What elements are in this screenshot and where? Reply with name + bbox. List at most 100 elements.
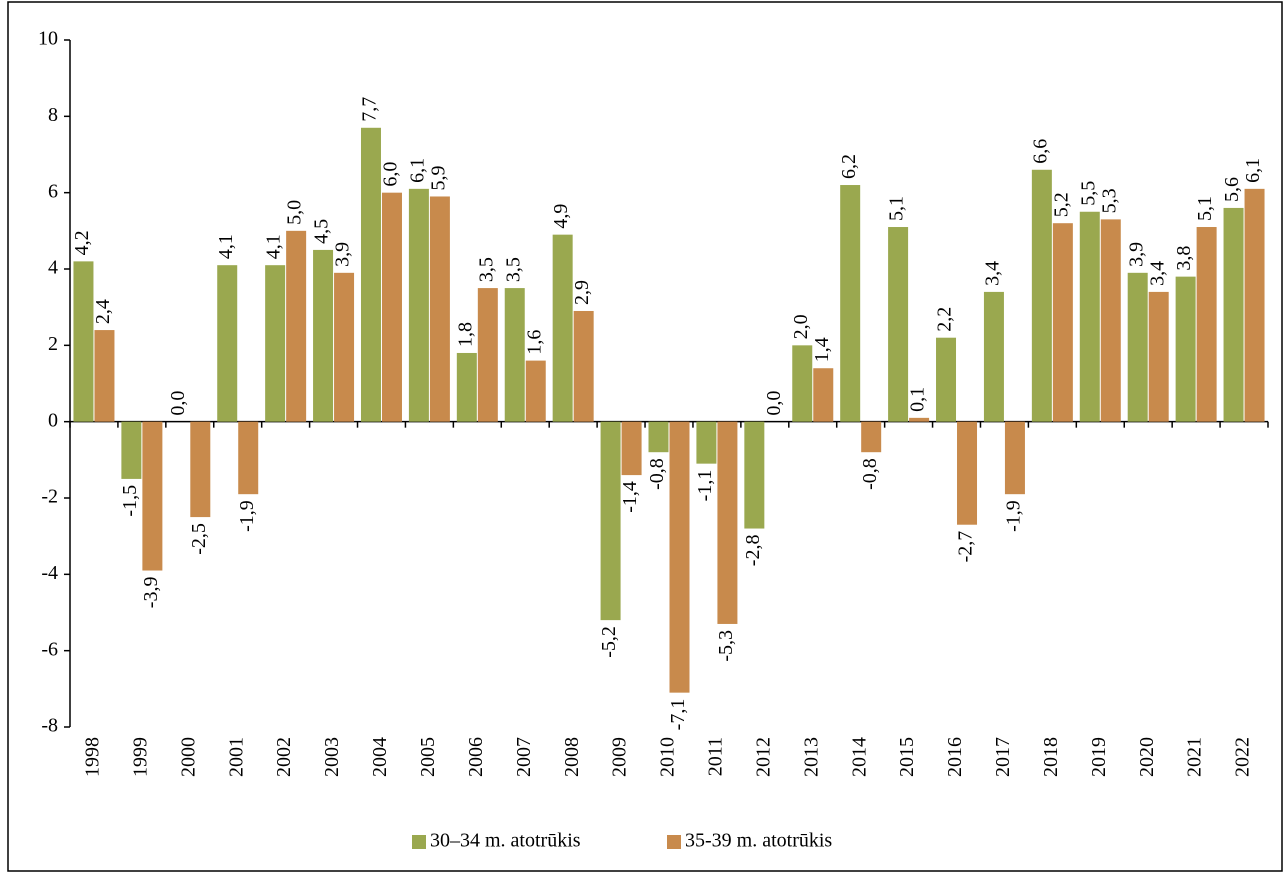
bar bbox=[477, 288, 498, 422]
x-tick-label: 2014 bbox=[848, 737, 870, 777]
value-label: -1,4 bbox=[619, 481, 641, 513]
x-tick-label: 2012 bbox=[752, 737, 774, 777]
bar bbox=[381, 192, 402, 422]
bar bbox=[142, 421, 163, 571]
legend-label: 30–34 m. atotrūkis bbox=[430, 830, 581, 852]
y-tick-label: -4 bbox=[41, 562, 58, 584]
bar bbox=[408, 188, 429, 422]
x-tick-label: 1998 bbox=[82, 737, 104, 777]
value-label: 4,2 bbox=[71, 230, 93, 255]
y-tick-label: 10 bbox=[38, 28, 58, 50]
value-label: 6,0 bbox=[380, 162, 402, 187]
value-label: 2,9 bbox=[571, 280, 593, 305]
x-tick-label: 2017 bbox=[992, 737, 1014, 777]
x-tick-label: 2006 bbox=[465, 737, 487, 777]
bar bbox=[1004, 421, 1025, 495]
bar bbox=[861, 421, 882, 453]
bar bbox=[217, 265, 238, 422]
value-label: -5,3 bbox=[715, 630, 737, 662]
value-label: 3,9 bbox=[1125, 242, 1147, 267]
x-tick-label: 2021 bbox=[1184, 737, 1206, 777]
bar bbox=[1175, 276, 1196, 422]
value-label: 4,5 bbox=[311, 219, 333, 244]
x-tick-label: 1999 bbox=[129, 737, 151, 777]
bar bbox=[456, 352, 477, 422]
value-label: 7,7 bbox=[359, 97, 381, 122]
value-label: -1,9 bbox=[236, 500, 258, 532]
bar bbox=[1031, 169, 1052, 422]
y-tick-label: 6 bbox=[48, 180, 58, 202]
value-label: 1,6 bbox=[523, 330, 545, 355]
x-tick-label: 2002 bbox=[273, 737, 295, 777]
x-tick-label: 2009 bbox=[609, 737, 631, 777]
x-tick-label: 2008 bbox=[561, 737, 583, 777]
y-tick-label: -6 bbox=[41, 638, 58, 660]
value-label: 4,1 bbox=[263, 234, 285, 259]
legend-label: 35-39 m. atotrūkis bbox=[685, 830, 832, 852]
value-label: 2,2 bbox=[934, 307, 956, 332]
value-label: -7,1 bbox=[667, 699, 689, 731]
bar bbox=[1196, 227, 1217, 422]
x-tick-label: 2005 bbox=[417, 737, 439, 777]
bar bbox=[957, 421, 978, 525]
x-tick-label: 2007 bbox=[513, 737, 535, 777]
bar bbox=[1052, 223, 1073, 422]
bar bbox=[648, 421, 669, 453]
value-label: 0,0 bbox=[763, 391, 785, 416]
bar bbox=[1148, 291, 1169, 422]
value-label: 5,3 bbox=[1098, 188, 1120, 213]
y-tick-label: 4 bbox=[48, 257, 58, 279]
bar bbox=[1223, 207, 1244, 422]
bar bbox=[429, 196, 450, 422]
bar bbox=[573, 310, 594, 422]
x-tick-label: 2013 bbox=[800, 737, 822, 777]
legend-swatch bbox=[667, 835, 681, 849]
value-label: 3,4 bbox=[1146, 261, 1168, 286]
value-label: -1,5 bbox=[119, 485, 141, 517]
x-tick-label: 2003 bbox=[321, 737, 343, 777]
legend-swatch bbox=[412, 835, 426, 849]
x-tick-label: 2004 bbox=[369, 737, 391, 777]
bar bbox=[121, 421, 142, 479]
value-label: 5,1 bbox=[886, 196, 908, 221]
value-label: 4,1 bbox=[215, 234, 237, 259]
bar bbox=[888, 227, 909, 422]
value-label: 0,1 bbox=[907, 387, 929, 412]
value-label: -3,9 bbox=[140, 577, 162, 609]
bar bbox=[238, 421, 259, 495]
value-label: -5,2 bbox=[598, 626, 620, 658]
value-label: -2,8 bbox=[742, 535, 764, 567]
value-label: -0,8 bbox=[646, 458, 668, 490]
value-label: -1,9 bbox=[1003, 500, 1025, 532]
x-tick-label: 2019 bbox=[1088, 737, 1110, 777]
value-label: 6,1 bbox=[1242, 158, 1264, 183]
value-label: 5,5 bbox=[1077, 181, 1099, 206]
value-label: 5,1 bbox=[1194, 196, 1216, 221]
bar bbox=[286, 230, 307, 422]
bar bbox=[983, 291, 1004, 422]
bar bbox=[265, 265, 286, 422]
value-label: -2,7 bbox=[955, 531, 977, 563]
value-label: 6,6 bbox=[1029, 139, 1051, 164]
bar bbox=[1127, 272, 1148, 422]
value-label: 3,9 bbox=[332, 242, 354, 267]
value-label: -1,1 bbox=[694, 470, 716, 502]
bar bbox=[360, 127, 381, 422]
x-tick-label: 2010 bbox=[657, 737, 679, 777]
y-tick-label: -8 bbox=[41, 715, 58, 737]
bar bbox=[909, 417, 930, 422]
bar bbox=[669, 421, 690, 693]
x-tick-label: 2011 bbox=[705, 737, 727, 776]
bar bbox=[621, 421, 642, 476]
x-tick-label: 2018 bbox=[1040, 737, 1062, 777]
bar bbox=[525, 360, 546, 422]
bar bbox=[552, 234, 573, 422]
bar bbox=[313, 249, 334, 422]
bar bbox=[600, 421, 621, 621]
x-tick-label: 2022 bbox=[1232, 737, 1254, 777]
bar bbox=[840, 185, 861, 422]
bar bbox=[504, 288, 525, 422]
value-label: 0,0 bbox=[167, 391, 189, 416]
value-label: 6,1 bbox=[406, 158, 428, 183]
